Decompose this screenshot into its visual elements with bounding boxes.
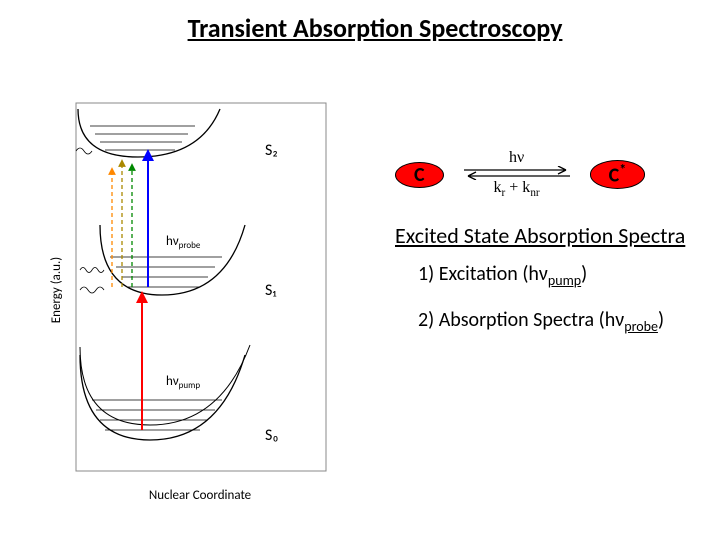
equilibrium-row: C hν kr + knr C*	[395, 150, 695, 199]
state-s1: S₁	[265, 281, 276, 300]
eq-bottom-label: kr + knr	[494, 180, 540, 199]
wf-s1-b	[80, 268, 104, 273]
equilibrium-arrows: hν kr + knr	[462, 150, 572, 199]
wf-s2-a	[76, 148, 92, 154]
state-s0: S₀	[265, 426, 279, 445]
page-title: Transient Absorption Spectroscopy	[0, 12, 720, 44]
pes-diagram: Energy (a.u.) Nuclear Coordinate S₀ S₁	[50, 95, 350, 505]
species-cstar-pill: C*	[590, 160, 646, 189]
x-axis-label: Nuclear Coordinate	[149, 488, 251, 503]
hv-probe-label: hνprobe	[166, 234, 201, 251]
wf-s1-a	[80, 287, 104, 293]
eq-top-label: hν	[509, 150, 524, 166]
s1-levels	[110, 257, 222, 287]
step-1: 1) Excitation (hνpump)	[418, 262, 587, 289]
pes-s0b	[80, 345, 250, 425]
species-c-pill: C	[395, 162, 444, 188]
state-s2: S₂	[265, 141, 278, 160]
section-heading: Excited State Absorption Spectra	[395, 222, 685, 249]
step-2: 2) Absorption Spectra (hνprobe)	[418, 308, 664, 335]
double-arrow-icon	[462, 166, 572, 180]
pes-s0	[80, 355, 245, 440]
hv-pump-label: hνpump	[166, 374, 200, 391]
s2-levels	[90, 126, 195, 150]
pes-svg: Energy (a.u.) Nuclear Coordinate S₀ S₁	[50, 95, 350, 505]
y-axis-label: Energy (a.u.)	[50, 257, 64, 323]
s0-levels	[92, 400, 222, 430]
